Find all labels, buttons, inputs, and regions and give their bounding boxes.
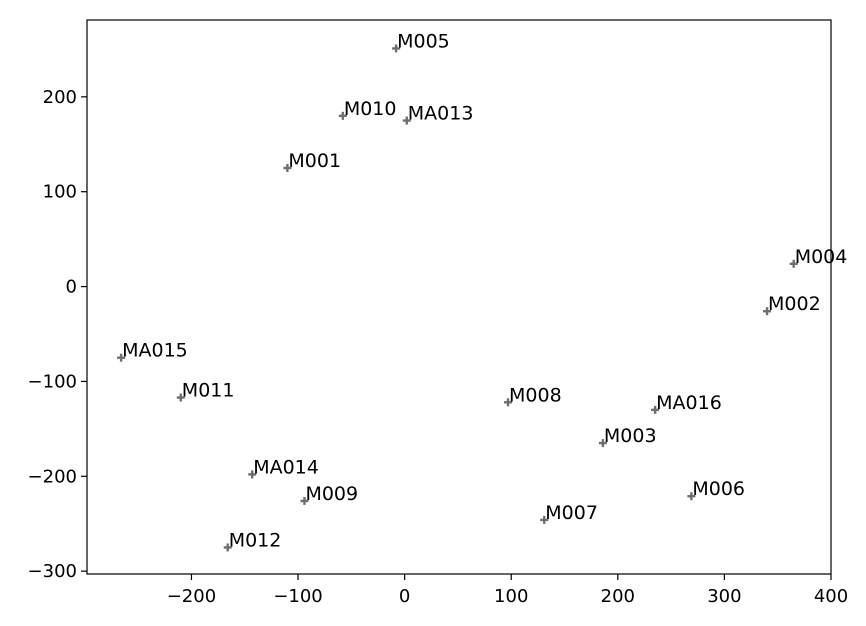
data-point: MA013 — [402, 103, 474, 125]
plot-area-border — [86, 19, 832, 575]
point-label: M008 — [509, 384, 562, 406]
data-point: MA014 — [248, 456, 319, 479]
data-point: M003 — [598, 425, 657, 448]
point-label: M010 — [344, 98, 397, 120]
x-tick-label: 400 — [814, 586, 848, 607]
x-tick-label: 100 — [494, 586, 528, 607]
data-point: M006 — [687, 478, 745, 501]
y-tick-label: 200 — [43, 87, 77, 108]
point-label: M004 — [795, 246, 848, 268]
data-points: M005 M010 MA013 M001 M004 M002 MA015 M011 M008 MA… — [117, 30, 848, 552]
point-label: M003 — [604, 425, 657, 447]
point-label: M001 — [288, 150, 341, 172]
y-tick-label: 0 — [66, 277, 77, 298]
point-label: MA013 — [408, 103, 474, 125]
data-point: M002 — [763, 293, 821, 316]
point-label: M007 — [545, 502, 598, 524]
data-point: MA016 — [651, 392, 722, 414]
plot-frame — [86, 19, 832, 575]
y-axis: 200 100 0 −100 −200 −300 — [28, 87, 87, 582]
point-label: MA016 — [656, 392, 722, 414]
data-point: M007 — [540, 502, 598, 524]
data-point: M011 — [176, 380, 235, 402]
x-tick-label: 300 — [707, 586, 741, 607]
y-tick-label: 100 — [43, 182, 77, 203]
data-point: M010 — [338, 98, 397, 120]
point-label: M002 — [768, 293, 821, 315]
point-label: M012 — [229, 529, 282, 551]
data-point: M009 — [300, 483, 358, 505]
x-tick-label: −100 — [273, 586, 322, 607]
y-tick-label: −100 — [28, 371, 77, 392]
data-point: M008 — [504, 384, 562, 407]
data-point: M005 — [392, 30, 450, 53]
x-tick-label: −200 — [167, 586, 216, 607]
data-point: M001 — [283, 150, 341, 172]
point-label: M009 — [305, 483, 358, 505]
data-point: M004 — [789, 246, 848, 268]
data-point: MA015 — [117, 340, 188, 362]
point-label: MA014 — [253, 456, 319, 478]
point-label: M005 — [397, 30, 450, 52]
data-point: M012 — [223, 529, 282, 552]
x-tick-label: 200 — [601, 586, 635, 607]
x-axis: −200 −100 0 100 200 300 400 — [167, 574, 848, 607]
y-tick-label: −200 — [28, 466, 77, 487]
point-label: M011 — [182, 380, 235, 402]
x-tick-label: 0 — [399, 586, 410, 607]
y-tick-label: −300 — [28, 561, 77, 582]
point-label: M006 — [692, 478, 745, 500]
point-label: MA015 — [122, 340, 188, 362]
